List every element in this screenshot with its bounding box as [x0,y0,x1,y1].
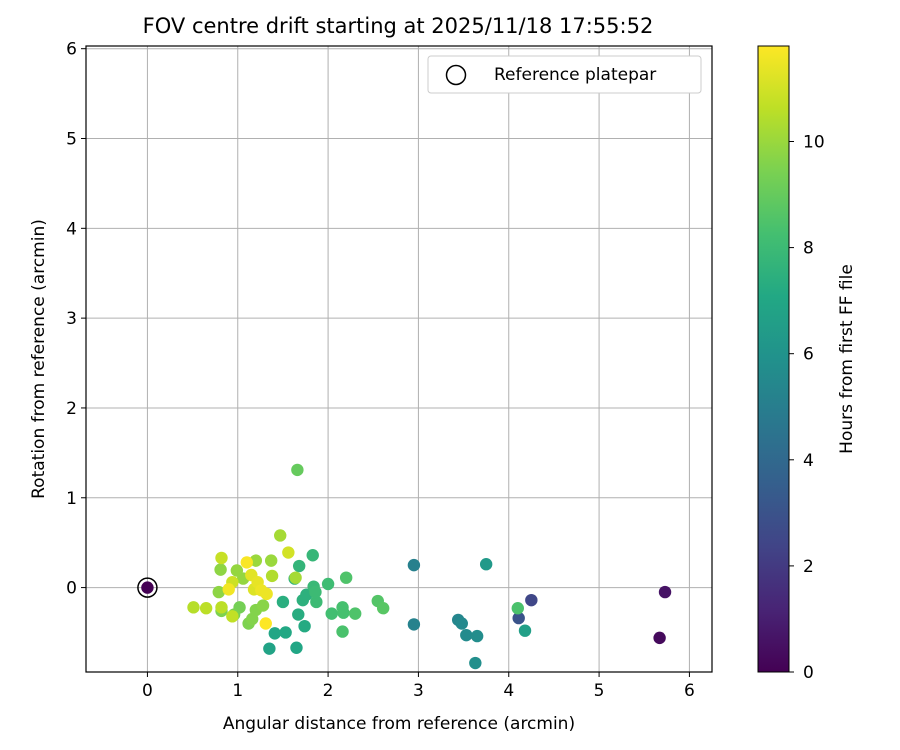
data-point [289,571,302,584]
x-tick-label: 4 [503,681,514,701]
colorbar-ticks: 0 2 4 6 8 10 [789,132,825,683]
data-point [479,558,493,571]
chart-title: FOV centre drift starting at 2025/11/18 … [143,14,654,38]
data-point [310,595,323,609]
colorbar-tick-label: 10 [803,132,825,152]
data-point [460,628,473,642]
data-point [455,617,468,630]
data-point [214,563,227,576]
reference-platepar-marker [137,577,158,598]
data-point [276,595,290,609]
x-tick-label: 5 [594,681,605,701]
data-point [325,607,338,620]
data-point [279,626,292,639]
data-point [348,607,362,620]
data-point [291,463,304,477]
data-point [274,529,287,542]
y-axis-ticks: 0 1 2 3 4 5 6 [66,40,86,599]
colorbar-tick-label: 8 [803,239,814,259]
y-tick-label: 6 [66,40,77,60]
data-point [215,551,228,565]
data-point [268,627,281,640]
data-point [256,599,270,612]
data-point [187,601,200,614]
plot-frame [85,45,713,673]
x-tick-label: 3 [413,681,424,701]
data-point [215,601,228,614]
y-tick-label: 1 [66,489,77,509]
data-point [512,611,525,625]
data-point [511,602,524,615]
data-point [469,656,482,670]
legend-reference-marker [445,64,467,86]
data-point [525,593,538,607]
data-point [339,571,353,584]
data-point [240,556,253,569]
data-point [407,558,421,572]
data-point [212,585,225,599]
colorbar-tick-label: 4 [803,451,814,471]
data-point [282,546,295,559]
data-point [199,602,213,615]
data-point [292,559,306,573]
colorbar-tick-label: 6 [803,345,814,365]
x-axis-label: Angular distance from reference (arcmin) [223,714,575,734]
data-point [336,625,349,638]
scatter-points [137,463,672,670]
data-point [407,618,421,631]
legend-box [427,55,702,94]
y-tick-label: 3 [66,309,77,329]
colorbar: 0 2 4 6 8 10 Hours from first FF file [757,45,857,683]
data-point [653,631,666,645]
data-point [306,549,319,562]
data-point [376,602,390,615]
x-tick-label: 0 [142,681,153,701]
data-point [260,587,273,601]
data-point [292,608,305,621]
y-tick-label: 4 [66,219,77,239]
legend: Reference platepar [427,55,702,94]
data-point [222,583,235,596]
colorbar-label: Hours from first FF file [837,264,857,454]
data-point [337,606,350,619]
y-tick-label: 5 [66,130,77,150]
grid [86,46,712,672]
data-point [470,629,484,643]
data-point [263,642,276,655]
data-point [518,624,532,637]
data-point [264,554,278,567]
data-point [226,610,239,623]
x-tick-label: 2 [323,681,334,701]
colorbar-tick-label: 0 [803,663,814,683]
y-axis-label: Rotation from reference (arcmin) [29,219,49,499]
data-point [259,617,272,630]
data-point [265,569,279,583]
y-tick-label: 0 [66,579,77,599]
x-tick-label: 1 [232,681,243,701]
data-point [298,619,311,633]
data-point [658,585,672,599]
legend-label: Reference platepar [494,65,656,85]
data-point [141,581,154,594]
x-axis-ticks: 0 1 2 3 4 5 6 [142,672,695,701]
colorbar-tick-label: 2 [803,557,814,577]
data-point [321,577,335,591]
data-point [290,641,303,654]
colorbar-gradient [757,45,790,673]
y-tick-label: 2 [66,399,77,419]
data-point [309,585,322,599]
x-tick-label: 6 [684,681,695,701]
